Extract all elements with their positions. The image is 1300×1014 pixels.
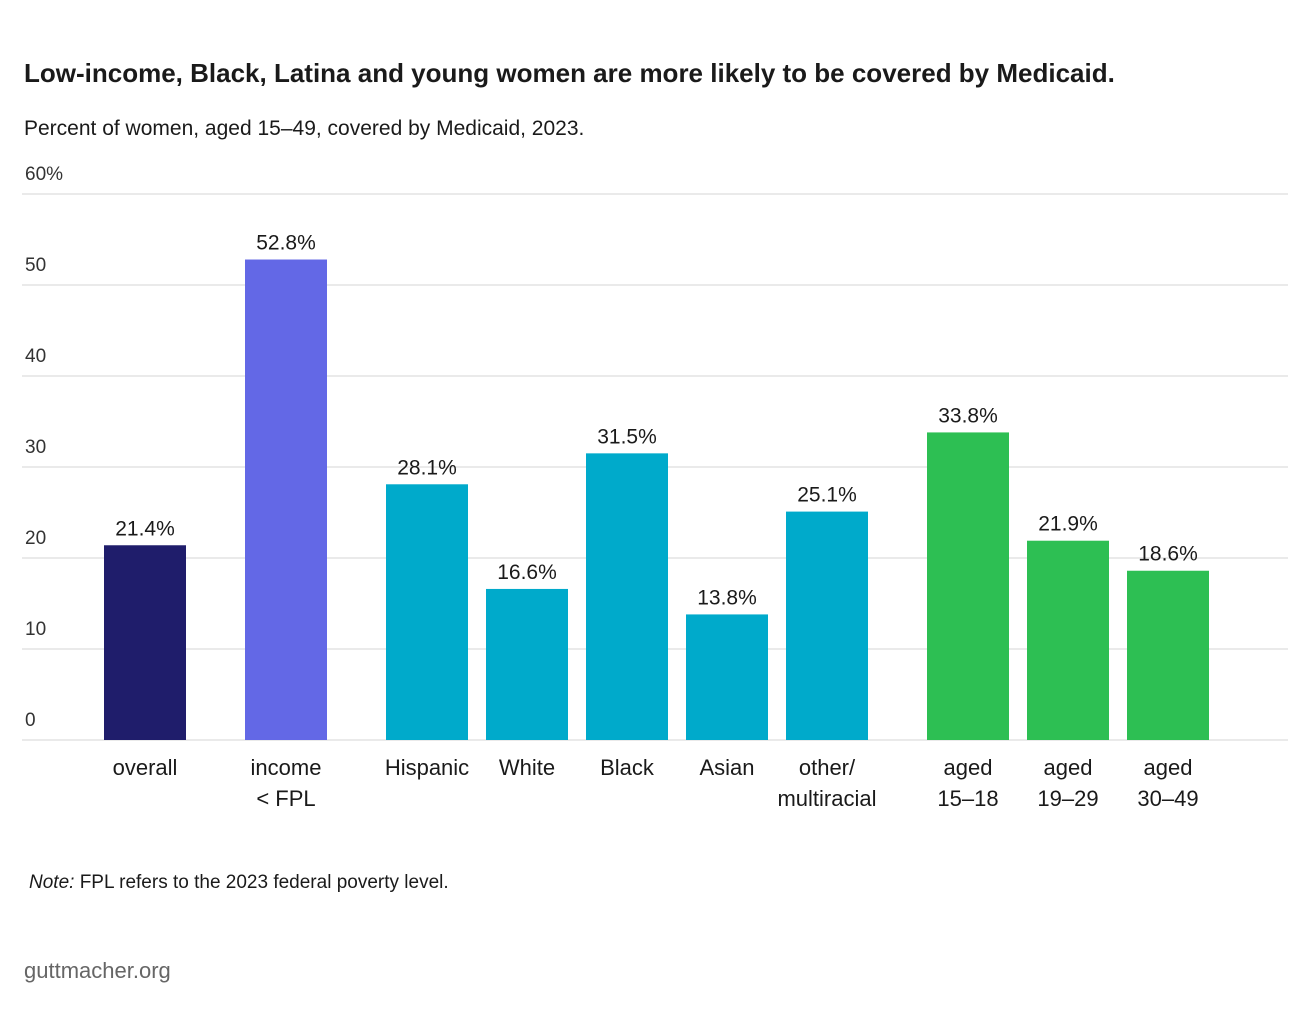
x-tick-label: overall [113,755,178,780]
x-tick-label-line: aged [1144,755,1193,780]
x-tick-label-line: White [499,755,555,780]
x-tick-label-line: 19–29 [1037,786,1098,811]
x-tick-label: other/multiracial [777,755,876,811]
x-tick-label-line: Hispanic [385,755,469,780]
x-tick-label-line: < FPL [256,786,315,811]
x-tick-label: Hispanic [385,755,469,780]
y-tick-label: 40 [25,346,46,367]
bar [386,484,468,740]
x-tick-label: Asian [699,755,754,780]
bar [245,259,327,740]
x-tick-label-line: Black [600,755,655,780]
value-label: 52.8% [256,232,316,255]
bar [686,614,768,740]
chart-subtitle: Percent of women, aged 15–49, covered by… [24,117,584,140]
value-label: 18.6% [1138,543,1198,566]
x-tick-label: aged 19–29 [1037,755,1098,811]
note: Note: FPL refers to the 2023 federal pov… [29,872,449,893]
value-label: 28.1% [397,456,457,479]
x-tick-label-line: 30–49 [1137,786,1198,811]
chart-title: Low-income, Black, Latina and young wome… [24,58,1115,88]
bar [486,588,568,740]
x-tick-label-line: aged [944,755,993,780]
x-tick-label: aged 15–18 [937,755,998,811]
bar [104,545,186,740]
y-tick-label: 20 [25,528,46,549]
value-label: 16.6% [497,561,557,584]
x-tick-label-line: multiracial [777,786,876,811]
x-tick-label: income < FPL [251,755,322,811]
value-label: 31.5% [597,425,657,448]
value-label: 25.1% [797,484,857,507]
bar [1027,540,1109,740]
y-tick-label: 10 [25,619,46,640]
value-label: 21.4% [115,517,175,540]
y-tick-label: 60% [25,164,63,185]
x-tick-label: aged 30–49 [1137,755,1198,811]
y-tick-label: 0 [25,710,36,731]
x-tick-label: Black [600,755,655,780]
x-tick-label: White [499,755,555,780]
value-label: 33.8% [938,404,998,427]
note-label: Note: [29,872,74,893]
x-tick-label-line: other/ [799,755,856,780]
value-label: 13.8% [697,586,757,609]
bar [927,432,1009,740]
y-tick-label: 50 [25,255,46,276]
bar [1127,570,1209,740]
x-tick-label-line: Asian [699,755,754,780]
bar [786,511,868,740]
source: guttmacher.org [24,958,171,983]
x-tick-label-line: overall [113,755,178,780]
x-tick-label-line: aged [1044,755,1093,780]
y-tick-label: 30 [25,437,46,458]
x-tick-label-line: income [251,755,322,780]
note-text: FPL refers to the 2023 federal poverty l… [80,872,449,893]
x-tick-label-line: 15–18 [937,786,998,811]
value-label: 21.9% [1038,513,1098,536]
bar [586,453,668,740]
